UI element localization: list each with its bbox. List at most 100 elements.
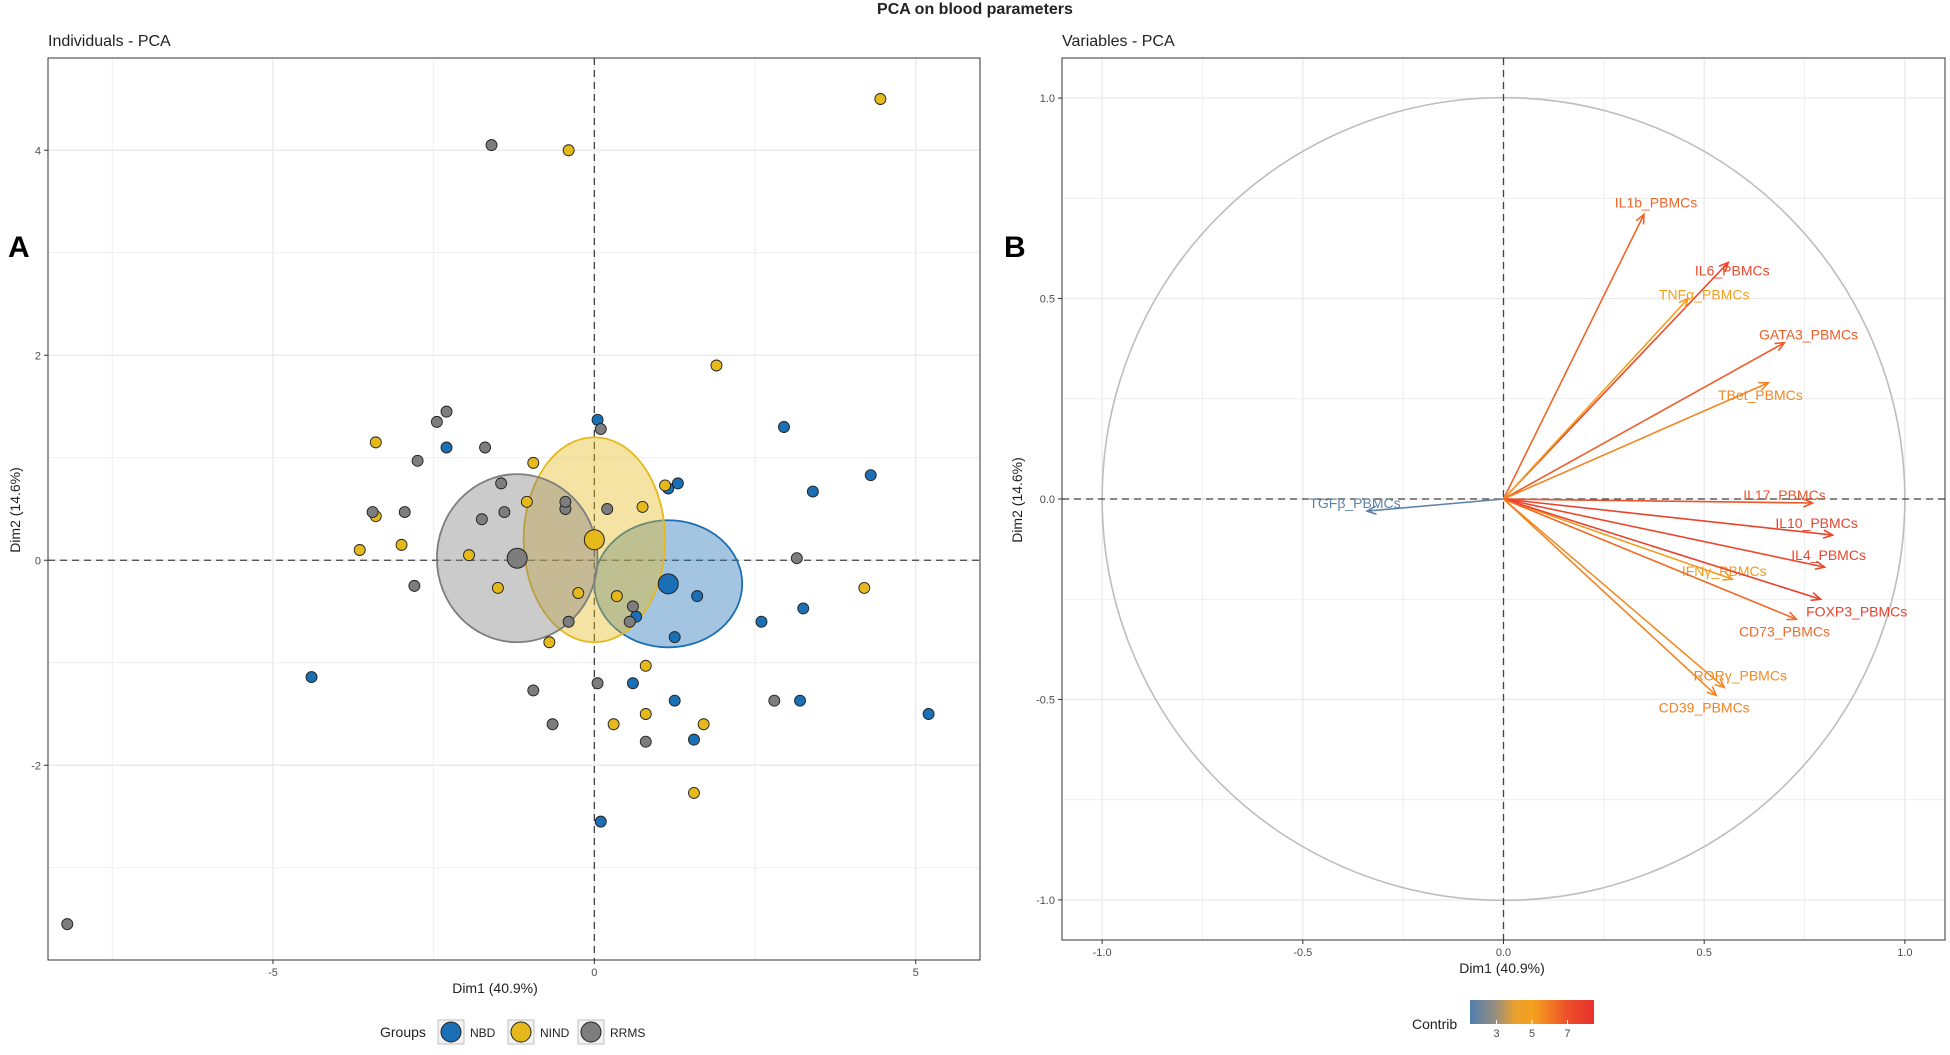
x-tick-label: 0.0 (1496, 947, 1511, 959)
y-tick-label: 1.0 (1040, 93, 1055, 105)
y-tick-label: -1.0 (1036, 895, 1055, 907)
panel-b-ylabel: Dim2 (14.6%) (1009, 457, 1025, 543)
point-nind (463, 549, 475, 562)
point-rrms (768, 694, 781, 707)
vector-label: IL6_PBMCs (1695, 262, 1770, 278)
panel-b-title: Variables - PCA (1062, 33, 1175, 50)
centroid-nbd (657, 573, 679, 595)
vector-label: IL17_PBMCs (1743, 487, 1825, 503)
vector-arrowhead (1635, 212, 1645, 225)
point-rrms (495, 477, 508, 490)
vector-arrowhead (1810, 591, 1823, 602)
vector-label: IL10_PBMCs (1775, 515, 1857, 531)
vector-line (1502, 214, 1645, 500)
point-nind (562, 144, 575, 157)
point-rrms (527, 684, 540, 697)
individuals-plot: -5 0 5 -2 0 2 4 (31, 57, 981, 979)
vector-line (1503, 498, 1821, 600)
legend-label: NBD (470, 1026, 496, 1040)
vector-arrowhead (1822, 529, 1835, 539)
vector-label: IL4_PBMCs (1791, 547, 1866, 563)
colorbar-tick-label: 7 (1564, 1028, 1570, 1040)
point-rrms (411, 454, 424, 467)
point-nbd (864, 469, 877, 482)
point-nind (520, 495, 533, 508)
point-nbd (922, 708, 935, 720)
point-nind (353, 544, 366, 556)
x-tick-label: 1.0 (1897, 947, 1912, 959)
point-rrms (440, 405, 453, 418)
point-rrms (398, 506, 411, 519)
centroid-nind (583, 529, 605, 551)
point-nind (395, 538, 408, 551)
x-tick-label: 0 (591, 967, 597, 979)
point-nind (572, 587, 585, 599)
vector-arrowhead (1722, 571, 1735, 581)
y-tick-label: -0.5 (1036, 694, 1055, 706)
point-rrms (626, 600, 639, 613)
loading-vector: CD39_PBMCs (1502, 498, 1750, 715)
point-rrms (408, 579, 421, 592)
groups-legend-title: Groups (380, 1024, 426, 1040)
vector-arrowhead (1365, 505, 1377, 516)
point-nind (491, 581, 504, 594)
y-tick-label: 4 (35, 145, 41, 157)
plot-background (48, 58, 980, 960)
point-rrms (61, 918, 74, 931)
point-rrms (366, 506, 379, 519)
vector-arrowhead (1758, 381, 1771, 391)
vector-label: GATA3_PBMCs (1759, 327, 1858, 343)
point-rrms (430, 415, 443, 428)
point-nind (543, 636, 556, 649)
loading-vector: IL1b_PBMCs (1502, 194, 1697, 500)
point-nind (659, 479, 671, 492)
point-nbd (688, 733, 700, 746)
centroid-rrms (506, 547, 528, 569)
loading-vector: IL17_PBMCs (1503, 487, 1826, 508)
x-tick-label: -5 (268, 967, 278, 979)
loading-vector: CD73_PBMCs (1503, 498, 1830, 639)
vector-label: TBet_PBMCs (1718, 387, 1803, 403)
point-nind (527, 456, 540, 469)
vector-arrowhead (1706, 685, 1718, 697)
point-nbd (626, 677, 639, 690)
loading-vector: TNFα_PBMCs (1502, 287, 1749, 500)
loading-vector: TGFβ_PBMCs (1309, 495, 1504, 516)
point-nbd (668, 694, 681, 707)
vector-label: IL1b_PBMCs (1615, 194, 1697, 210)
vector-arrowhead (1814, 560, 1827, 571)
legend-label: RRMS (610, 1026, 645, 1040)
vector-label: RORγ_PBMCs (1694, 667, 1787, 683)
legend-label: NIND (540, 1026, 570, 1040)
point-nind (639, 708, 652, 720)
vector-line (1503, 341, 1785, 500)
point-nind (610, 590, 623, 603)
point-nind (688, 786, 700, 799)
point-nbd (671, 477, 684, 490)
point-rrms (479, 441, 492, 454)
vector-arrowhead (1714, 678, 1726, 689)
vector-line (1502, 498, 1717, 697)
point-nbd (778, 421, 790, 433)
variables-plot: -1.0 -0.5 0.0 0.5 1.0 -1.0 -0.5 0.0 0.5 1.0 IL1b_P… (1036, 57, 1946, 959)
x-tick-label: 5 (913, 967, 919, 979)
legend-swatch-nind (510, 1021, 532, 1043)
point-rrms (559, 495, 572, 508)
vector-label: FOXP3_PBMCs (1806, 603, 1907, 619)
legend-swatch-nbd (440, 1021, 462, 1043)
point-nbd (594, 815, 607, 828)
loading-vector: GATA3_PBMCs (1503, 327, 1858, 500)
panel-letter-a: A (8, 231, 30, 264)
vector-line (1502, 498, 1725, 689)
vector-arrowhead (1803, 498, 1815, 508)
point-nbd (806, 485, 819, 498)
point-rrms (639, 735, 652, 748)
point-rrms (562, 615, 575, 628)
y-tick-label: -2 (31, 760, 41, 772)
figure-title: PCA on blood parameters (877, 1, 1073, 18)
x-tick-label: -1.0 (1093, 947, 1112, 959)
point-rrms (591, 677, 604, 690)
loading-vector: FOXP3_PBMCs (1503, 498, 1907, 619)
panel-letter-b: B (1004, 231, 1026, 264)
